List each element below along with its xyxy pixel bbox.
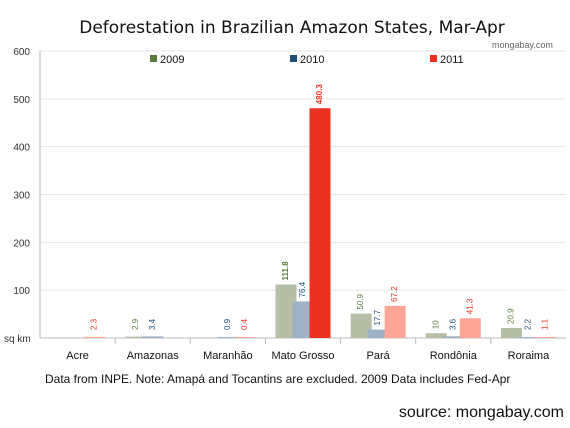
bar-value-label: 50.9 xyxy=(356,294,365,310)
bar xyxy=(500,328,522,338)
chart-category-labels: Acre Amazonas Maranhão Mato Grosso Pará Rondô… xyxy=(66,350,550,362)
x-category-label: Amazonas xyxy=(127,350,179,362)
chart-value-labels: 2.9 111.8 50.9 10 20.9 3.4 0.9 76.4 17.7 3.6 2.2 2.… xyxy=(90,84,550,330)
legend-label: 2010 xyxy=(300,54,324,66)
bar xyxy=(142,336,164,338)
y-tick-label: 200 xyxy=(13,238,30,249)
bar xyxy=(217,337,239,338)
bar-value-label: 20.9 xyxy=(507,308,516,324)
y-tick-label: 300 xyxy=(13,191,30,202)
bar-value-label: 111.8 xyxy=(281,261,290,281)
bar-value-label: 17.7 xyxy=(373,309,382,325)
bar-value-label: 2.9 xyxy=(131,318,140,330)
bar-value-label: 2.3 xyxy=(90,318,99,330)
brand-label: mongabay.com xyxy=(492,40,553,50)
x-category-label: Acre xyxy=(66,350,89,362)
y-axis-label: sq km xyxy=(4,334,31,345)
chart-note: Data from INPE. Note: Amapá and Tocantin… xyxy=(45,372,511,386)
bar xyxy=(292,301,314,338)
y-tick-label: 100 xyxy=(13,286,30,297)
bar xyxy=(459,318,481,338)
bar-value-label: 3.4 xyxy=(148,318,157,330)
chart-bars xyxy=(84,108,556,338)
bar xyxy=(125,336,147,338)
bar xyxy=(234,337,256,338)
bar xyxy=(517,336,539,338)
bar-value-label: 3.6 xyxy=(448,318,457,330)
bar xyxy=(309,108,331,338)
x-category-label: Rondônia xyxy=(430,350,478,362)
y-tick-label: 600 xyxy=(13,47,30,58)
bar-value-label: 0.9 xyxy=(223,318,232,330)
bar-value-label: 1.1 xyxy=(541,318,550,330)
y-tick-label: 400 xyxy=(13,143,30,154)
legend-swatch xyxy=(290,55,297,62)
chart-canvas: Deforestation in Brazilian Amazon States… xyxy=(4,18,566,362)
bar xyxy=(84,336,106,338)
bar xyxy=(384,305,406,338)
bar xyxy=(275,284,297,338)
bar-value-label: 10 xyxy=(431,320,440,329)
chart-legend: 2009 2010 2011 xyxy=(150,54,464,66)
bar-value-label: 480.3 xyxy=(315,84,324,105)
bar xyxy=(350,313,372,338)
x-category-label: Maranhão xyxy=(203,350,253,362)
bar-value-label: 67.2 xyxy=(390,286,399,302)
bar-value-label: 0.4 xyxy=(240,318,249,330)
legend-swatch xyxy=(430,55,437,62)
bar-value-label: 76.4 xyxy=(298,281,307,297)
x-category-label: Pará xyxy=(367,350,391,362)
chart-title: Deforestation in Brazilian Amazon States… xyxy=(79,18,505,38)
bar xyxy=(534,337,556,338)
bar-value-label: 41.3 xyxy=(465,298,474,314)
source-label: source: mongabay.com xyxy=(398,404,564,421)
bar xyxy=(442,336,464,338)
x-category-label: Mato Grosso xyxy=(272,350,335,362)
y-tick-label: 500 xyxy=(13,95,30,106)
legend-label: 2011 xyxy=(440,54,464,66)
bar-value-label: 2.2 xyxy=(524,318,533,330)
bar xyxy=(367,329,389,338)
x-category-label: Roraima xyxy=(508,350,550,362)
legend-swatch xyxy=(150,55,157,62)
bar xyxy=(425,333,447,338)
legend-label: 2009 xyxy=(160,54,184,66)
